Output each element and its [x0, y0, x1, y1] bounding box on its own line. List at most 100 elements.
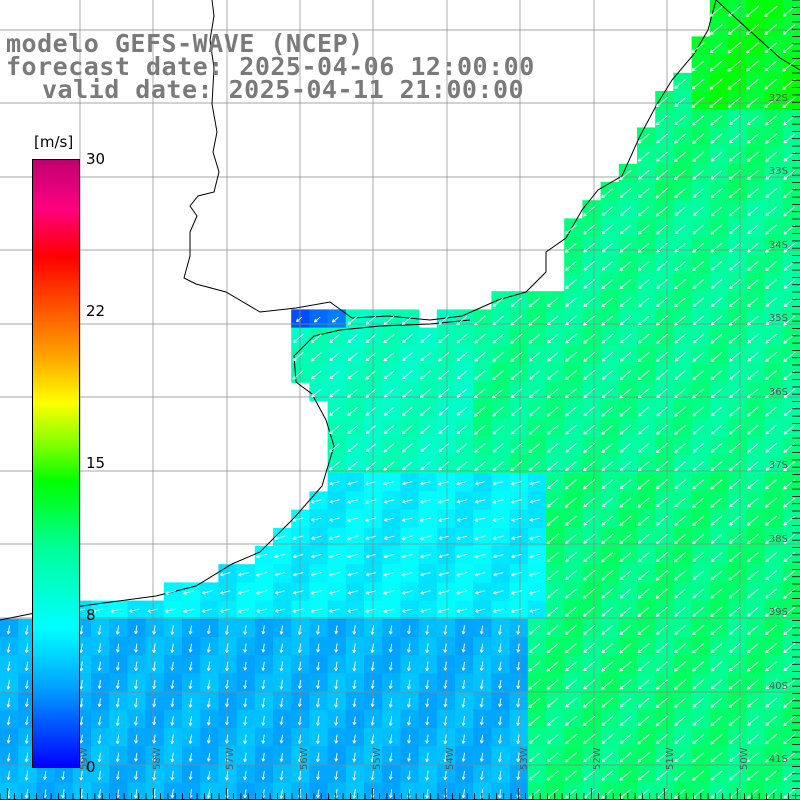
wind-arrow: [383, 443, 395, 453]
wind-arrow: [310, 572, 322, 577]
wind-arrow: [583, 351, 595, 362]
wind-arrow: [311, 388, 322, 398]
wind-arrow: [729, 370, 741, 380]
wind-arrow: [747, 461, 759, 471]
wind-arrow: [656, 515, 668, 526]
wind-speed-cell: [582, 728, 602, 747]
wind-arrow: [420, 461, 431, 471]
wind-arrow: [438, 333, 450, 344]
wind-arrow: [746, 388, 759, 399]
wind-arrow: [347, 590, 358, 595]
wind-arrow: [764, 24, 778, 36]
wind-arrow: [655, 169, 668, 180]
wind-arrow: [492, 499, 504, 504]
wind-arrow: [728, 406, 741, 417]
wind-arrow: [383, 535, 395, 540]
wind-arrow: [419, 499, 431, 504]
wind-arrow: [528, 370, 541, 380]
wind-arrow: [329, 461, 340, 471]
wind-arrow: [546, 388, 559, 399]
wind-speed-cell: [436, 382, 456, 401]
wind-arrow: [438, 425, 449, 434]
wind-arrow: [546, 406, 559, 417]
wind-arrow: [601, 406, 614, 417]
wind-arrow: [601, 442, 614, 453]
wind-arrow: [456, 406, 468, 416]
wind-arrow: [656, 533, 668, 544]
wind-arrow: [746, 151, 759, 162]
wind-arrow: [637, 570, 650, 581]
wind-speed-cell: [436, 418, 456, 438]
wind-arrow: [492, 443, 504, 453]
wind-arrow: [346, 535, 359, 541]
wind-arrow: [656, 115, 668, 126]
colorbar: [32, 159, 80, 768]
wind-arrow: [474, 388, 486, 399]
wind-speed-cell: [509, 436, 529, 456]
wind-arrow: [619, 352, 632, 362]
wind-arrow: [474, 352, 486, 362]
wind-speed-cell: [637, 145, 656, 165]
wind-speed-cell: [345, 364, 365, 383]
wind-arrow: [529, 553, 541, 559]
wind-arrow: [710, 169, 723, 180]
wind-arrow: [310, 608, 322, 613]
wind-arrow: [638, 315, 650, 326]
wind-arrow: [655, 97, 668, 108]
wind-arrow: [637, 588, 650, 599]
wind-arrow: [692, 169, 705, 180]
wind-arrow: [674, 606, 686, 617]
wind-arrow: [401, 334, 413, 343]
wind-arrow: [619, 242, 632, 253]
wind-arrow: [783, 115, 796, 126]
wind-arrow: [492, 535, 504, 541]
wind-arrow: [727, 96, 741, 108]
wind-speed-cell: [728, 163, 747, 183]
wind-arrow: [419, 517, 431, 522]
wind-arrow: [383, 553, 395, 559]
wind-arrow: [347, 553, 359, 559]
wind-arrow: [747, 370, 759, 380]
latitude-label: 40S: [769, 681, 788, 692]
wind-arrow: [183, 608, 195, 613]
longitude-label: 51W: [665, 747, 676, 770]
wind-arrow: [456, 352, 468, 362]
wind-speed-cell: [673, 746, 693, 765]
wind-arrow: [347, 608, 358, 613]
wind-arrow: [547, 352, 559, 362]
wind-arrow: [637, 606, 650, 617]
wind-speed-cell: [618, 182, 638, 201]
wind-arrow: [655, 206, 668, 217]
wind-arrow: [674, 115, 686, 126]
wind-arrow: [783, 442, 796, 453]
wind-arrow: [692, 570, 705, 581]
wind-arrow: [637, 497, 650, 508]
wind-arrow: [619, 515, 632, 526]
wind-arrow: [420, 481, 431, 486]
wind-arrow: [745, 42, 760, 54]
wind-arrow: [329, 370, 340, 380]
wind-speed-cell: [746, 546, 765, 565]
wind-arrow: [601, 388, 614, 399]
wind-arrow: [529, 517, 540, 522]
wind-arrow: [710, 279, 723, 289]
wind-speed-cell: [746, 673, 765, 693]
wind-arrow: [583, 206, 595, 217]
wind-arrow: [728, 169, 741, 181]
wind-arrow: [346, 517, 359, 522]
wind-speed-cell: [709, 673, 729, 693]
colorbar-tick: 22: [86, 302, 106, 320]
wind-arrow: [256, 590, 268, 595]
wind-arrow: [782, 5, 796, 17]
wind-arrow: [347, 352, 358, 362]
wind-arrow: [402, 608, 413, 613]
wind-arrow: [328, 572, 340, 577]
wind-arrow: [728, 352, 741, 362]
longitude-label: 58W: [152, 747, 163, 770]
wind-arrow: [474, 608, 486, 613]
wind-arrow: [564, 370, 577, 381]
wind-speed-cell: [618, 746, 638, 765]
wind-arrow: [401, 424, 413, 435]
wind-arrow: [783, 351, 796, 362]
wind-arrow: [473, 406, 486, 417]
